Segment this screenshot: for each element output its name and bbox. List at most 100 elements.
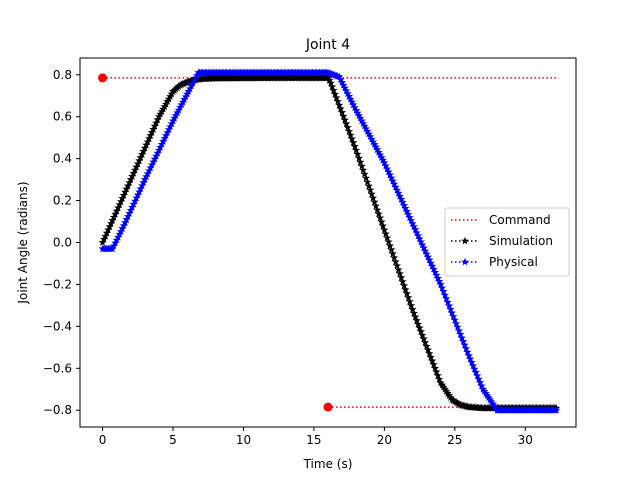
series-marker [477, 381, 486, 390]
series-marker [149, 125, 158, 133]
series-marker [125, 178, 134, 187]
series-marker [404, 210, 413, 218]
series-marker [398, 277, 407, 286]
series-marker [326, 78, 335, 87]
series-marker [338, 108, 347, 116]
series-marker [484, 393, 493, 402]
series-marker [346, 130, 355, 139]
series-marker [453, 323, 462, 331]
series-marker [443, 298, 452, 306]
legend-label: Command [489, 213, 551, 227]
series-marker [409, 309, 418, 317]
series-marker [415, 234, 424, 243]
series-marker [338, 78, 347, 86]
series-marker [371, 201, 380, 210]
series-marker [150, 121, 159, 130]
legend-label: Simulation [489, 234, 553, 248]
x-axis-ticks: 0 5 10 15 20 25 30 [99, 427, 533, 447]
y-tick-label: −0.4 [43, 319, 72, 333]
series-marker [115, 200, 124, 209]
series-marker [446, 305, 455, 313]
series-marker [417, 327, 425, 335]
series-marker [123, 181, 132, 190]
series-marker [419, 334, 428, 343]
series-marker [424, 345, 433, 354]
series-marker [443, 389, 452, 397]
series-marker [139, 147, 148, 155]
series-marker [480, 387, 489, 395]
series-marker [457, 333, 466, 342]
series-marker [342, 86, 351, 95]
series-marker [460, 340, 469, 349]
series-marker [109, 213, 118, 221]
series-marker [402, 289, 411, 298]
series-marker [402, 207, 411, 215]
series-marker [367, 189, 376, 198]
series-marker [366, 185, 375, 194]
series-marker [353, 108, 362, 117]
series-marker [469, 361, 478, 370]
series-marker [436, 280, 445, 288]
series-marker [408, 305, 417, 313]
legend-box [444, 207, 570, 277]
series-marker [425, 255, 434, 264]
series-marker [455, 326, 464, 335]
series-marker [362, 124, 371, 133]
series-marker [359, 119, 368, 127]
series-marker [439, 287, 448, 295]
series-marker [383, 233, 392, 242]
series-marker [481, 389, 490, 397]
y-tick-label: 0.8 [53, 68, 72, 82]
series-marker [418, 240, 427, 249]
series-marker [417, 237, 425, 246]
series-marker [440, 290, 449, 299]
series-marker [350, 103, 359, 112]
x-tick-label: 20 [377, 433, 392, 447]
series-marker [105, 222, 114, 231]
series-marker [130, 165, 139, 174]
series-marker [339, 81, 348, 89]
series-marker [464, 351, 473, 360]
series-marker [414, 320, 423, 328]
series-marker [328, 82, 337, 91]
series-marker [346, 95, 355, 103]
series-marker [129, 169, 138, 177]
series-marker [395, 192, 404, 200]
series-marker [412, 228, 421, 237]
series-marker [111, 210, 120, 218]
series-marker [331, 89, 340, 98]
series-marker [370, 140, 379, 148]
series-marker [445, 391, 454, 399]
series-marker [440, 385, 449, 393]
series-marker [329, 86, 338, 94]
series-marker [409, 222, 418, 231]
series-marker [421, 246, 430, 255]
series-marker [336, 75, 345, 84]
series-marker [133, 159, 142, 168]
series-marker [355, 111, 363, 120]
series-marker [400, 201, 409, 209]
legend: Command Simulation Physical [444, 207, 570, 277]
series-marker [345, 92, 354, 100]
series-marker [446, 393, 455, 402]
series-marker [398, 198, 407, 206]
series-marker [404, 293, 413, 302]
series-marker [122, 184, 131, 193]
y-tick-label: −0.8 [43, 403, 72, 417]
series-marker [439, 382, 448, 391]
series-marker [333, 97, 342, 105]
series-marker [488, 399, 497, 408]
series-marker [442, 387, 451, 395]
series-marker [99, 235, 108, 243]
series-marker [390, 179, 399, 188]
series-marker [363, 127, 372, 135]
series-marker [422, 249, 431, 258]
series-marker [449, 312, 458, 320]
series-marker [470, 364, 479, 373]
series-marker [138, 150, 146, 158]
series-marker [121, 187, 130, 196]
series-marker [431, 268, 440, 276]
series-marker [353, 150, 362, 158]
series-marker [347, 97, 356, 106]
